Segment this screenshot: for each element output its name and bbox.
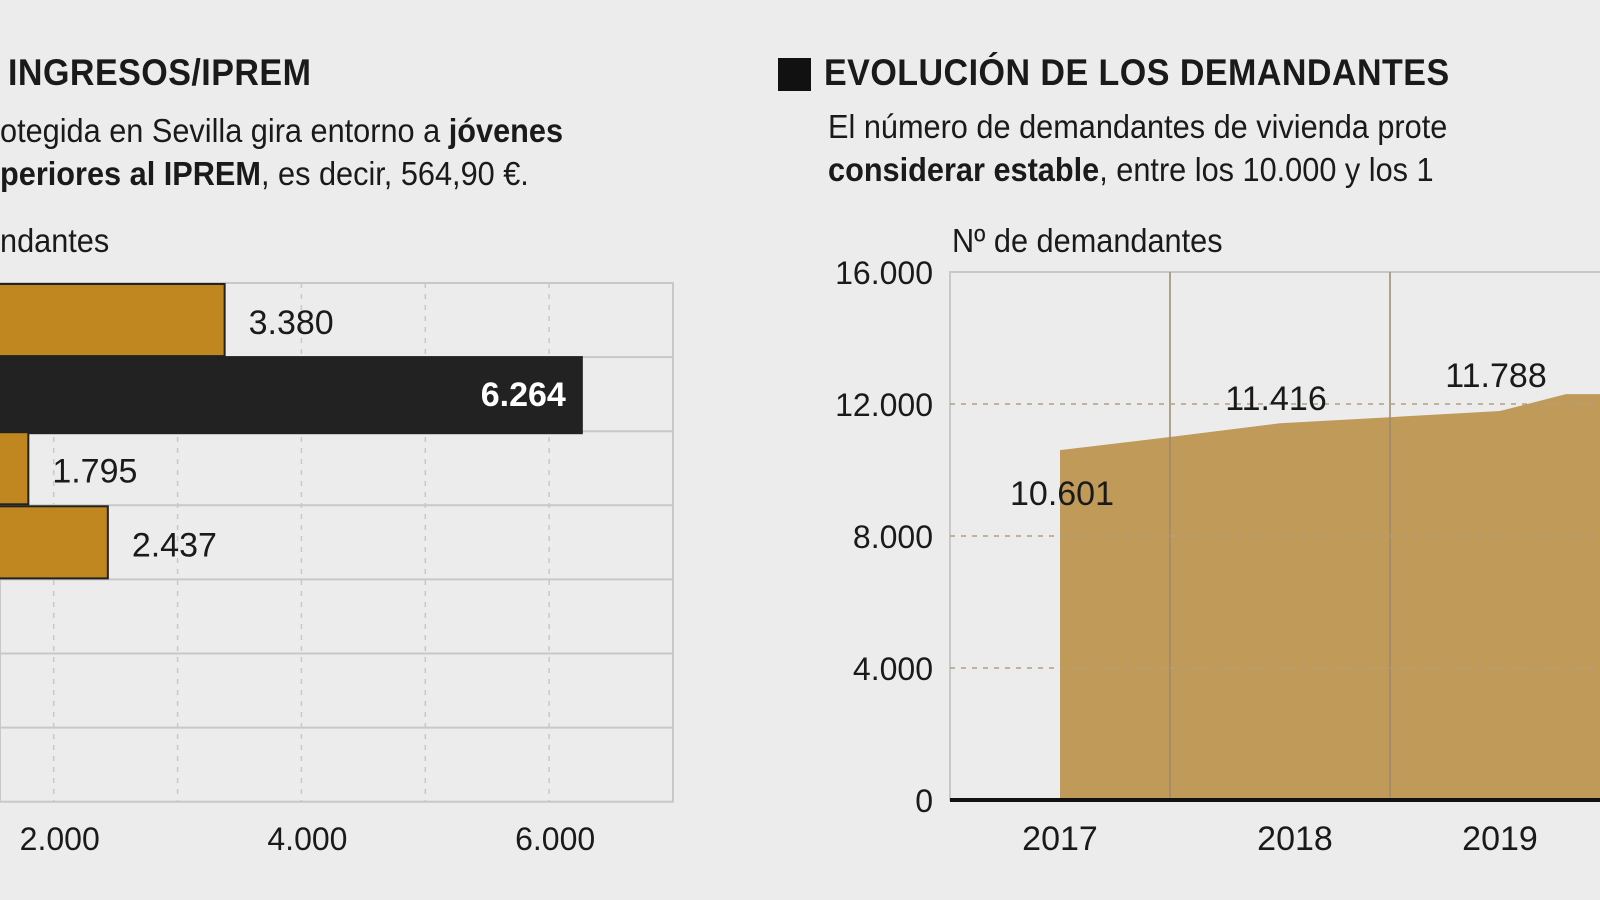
bar <box>0 356 583 435</box>
bar <box>0 431 30 506</box>
right-chart-title: EVOLUCIÓN DE LOS DEMANDANTES <box>824 52 1450 93</box>
left-subtitle-line2: periores al IPREM, es decir, 564,90 €. <box>0 155 529 193</box>
bar-value-label: 2.437 <box>132 526 217 564</box>
left-subtitle-line1: otegida en Sevilla gira entorno a jóvene… <box>0 112 563 150</box>
x-tick-label: 6.000 <box>515 821 595 857</box>
bar-value-label: 1.795 <box>52 452 137 490</box>
x-tick-label: 4.000 <box>267 821 347 857</box>
right-subtitle-text: , entre los 10.000 y los 1 <box>1099 151 1434 188</box>
left-unit-label: ndantes <box>0 222 110 259</box>
left-subtitle-text2: , es decir, 564,90 €. <box>260 155 529 192</box>
area-series <box>1060 394 1600 800</box>
bar-value-label: 3.380 <box>249 304 334 342</box>
y-tick-label: 8.000 <box>853 519 933 555</box>
y-tick-label: 16.000 <box>835 255 933 291</box>
right-subtitle-line1: El número de demandantes de vivienda pro… <box>828 108 1448 145</box>
title-marker-icon <box>778 58 811 91</box>
y-tick-label: 0 <box>915 783 933 819</box>
left-subtitle-bold2: periores al IPREM <box>0 155 261 192</box>
left-subtitle-bold: jóvenes <box>448 112 564 149</box>
left-subtitle-text: otegida en Sevilla gira entorno a <box>0 112 449 149</box>
right-subtitle-bold: considerar estable <box>828 151 1100 188</box>
y-tick-label: 12.000 <box>835 387 933 423</box>
x-tick-label: 2017 <box>1022 820 1098 858</box>
bar-value-label: 6.264 <box>481 376 566 414</box>
bar-plot-frame <box>0 282 674 803</box>
x-tick-label: 2019 <box>1462 820 1538 858</box>
bar <box>0 505 109 580</box>
y-tick-label: 4.000 <box>853 651 933 687</box>
x-tick-label: 2018 <box>1257 820 1333 858</box>
left-chart-title: INGRESOS/IPREM <box>8 52 312 93</box>
bar <box>0 283 226 358</box>
area-value-label: 10.601 <box>1010 475 1114 513</box>
right-subtitle-line2: considerar estable, entre los 10.000 y l… <box>828 151 1434 189</box>
right-unit-label: Nº de demandantes <box>952 222 1223 259</box>
area-value-label: 11.788 <box>1445 357 1546 395</box>
x-tick-label: 2.000 <box>20 821 100 857</box>
area-value-label: 11.416 <box>1225 380 1326 418</box>
